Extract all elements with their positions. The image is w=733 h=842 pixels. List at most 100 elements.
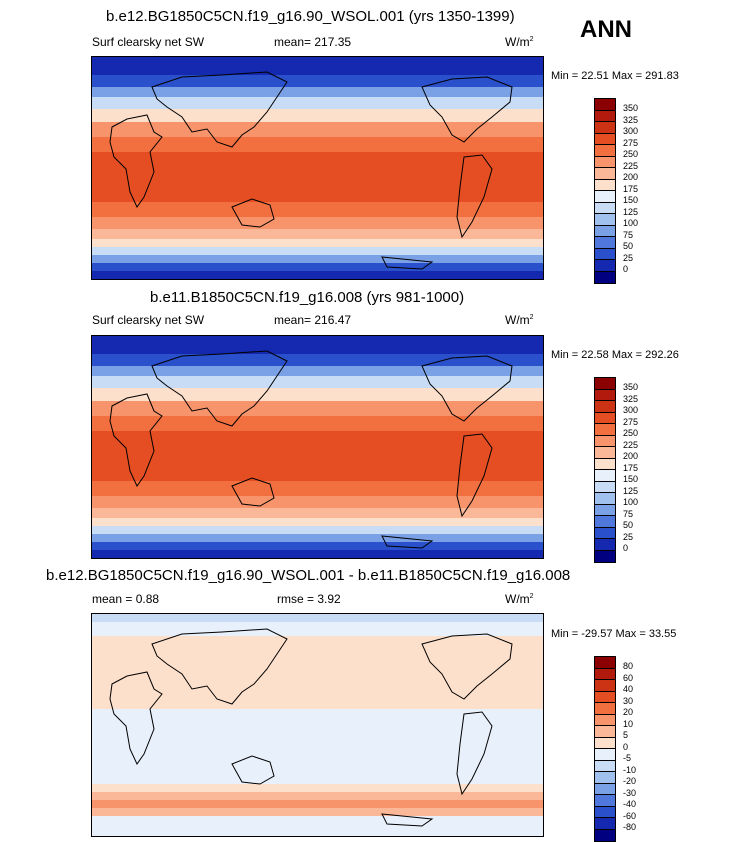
panel-1-mean-label: mean= 217.35 xyxy=(274,35,352,49)
colorbar-box xyxy=(595,214,615,226)
colorbar-box xyxy=(595,202,615,214)
panel-3-map xyxy=(91,613,544,837)
contour-band xyxy=(92,87,543,97)
colorbar-tick-label: 50 xyxy=(623,520,634,530)
contour-band xyxy=(92,508,543,518)
colorbar-tick-label: 50 xyxy=(623,241,634,251)
colorbar-tick-label: 350 xyxy=(623,382,639,392)
contour-band xyxy=(92,75,543,87)
contour-band xyxy=(92,808,543,816)
colorbar-tick-label: 0 xyxy=(623,741,629,752)
colorbar-box xyxy=(595,795,615,807)
colorbar-box xyxy=(595,818,615,830)
colorbar-tick-label: -20 xyxy=(623,776,637,786)
coastline xyxy=(109,671,163,765)
panel-1-variable-label: Surf clearsky net SW xyxy=(92,35,205,49)
colorbar-box xyxy=(595,225,615,237)
contour-band xyxy=(92,792,543,800)
contour-band xyxy=(92,271,543,279)
coastline xyxy=(456,433,493,518)
contour-band xyxy=(92,816,543,836)
colorbar-box xyxy=(595,401,615,413)
colorbar-box xyxy=(595,657,615,669)
contour-band xyxy=(92,401,543,416)
contour-band xyxy=(92,709,543,784)
colorbar-box xyxy=(595,156,615,168)
coastline xyxy=(381,535,434,549)
colorbar-tick-label: 25 xyxy=(623,252,634,263)
contour-band xyxy=(92,354,543,366)
colorbar-box xyxy=(595,389,615,401)
contour-band xyxy=(92,784,543,792)
colorbar-box xyxy=(595,470,615,482)
colorbar-box xyxy=(595,260,615,272)
coastline xyxy=(109,114,163,208)
coastline xyxy=(456,711,493,796)
colorbar-tick-label: 125 xyxy=(623,206,639,217)
contour-band xyxy=(92,336,543,354)
colorbar-tick-label: 0 xyxy=(623,264,629,274)
colorbar-box xyxy=(595,550,615,562)
colorbar-tick-label: 20 xyxy=(623,707,634,717)
contour-band xyxy=(92,388,543,401)
coastline xyxy=(151,350,288,427)
coastline xyxy=(151,628,288,705)
panel-3-mean-label: mean = 0.88 xyxy=(92,592,160,606)
colorbar-box xyxy=(595,783,615,795)
colorbar-box xyxy=(595,691,615,703)
colorbar-tick-label: 75 xyxy=(623,229,634,240)
colorbar-box xyxy=(595,179,615,191)
panel-1-colorbar xyxy=(594,98,616,284)
panel-1-units: W/m2 xyxy=(505,35,534,49)
colorbar-box xyxy=(595,504,615,516)
colorbar-box xyxy=(595,145,615,157)
colorbar-tick-label: 250 xyxy=(623,149,639,159)
colorbar-box xyxy=(595,668,615,680)
colorbar-tick-label: 275 xyxy=(623,416,639,427)
panel-3-units: W/m2 xyxy=(505,592,534,606)
colorbar-box xyxy=(595,806,615,818)
colorbar-tick-label: 350 xyxy=(623,103,639,113)
colorbar-tick-label: -40 xyxy=(623,799,637,809)
colorbar-tick-label: 250 xyxy=(623,428,639,438)
contour-band xyxy=(92,366,543,376)
colorbar-tick-label: 225 xyxy=(623,439,639,450)
panel-1-map xyxy=(91,56,544,280)
colorbar-box xyxy=(595,539,615,551)
colorbar-box xyxy=(595,703,615,715)
colorbar-box xyxy=(595,447,615,459)
colorbar-box xyxy=(595,133,615,145)
coastline xyxy=(231,755,275,785)
panel-2-units: W/m2 xyxy=(505,313,534,327)
colorbar-tick-label: 150 xyxy=(623,195,639,205)
colorbar-box xyxy=(595,458,615,470)
contour-band xyxy=(92,57,543,75)
colorbar-tick-label: -60 xyxy=(623,810,637,821)
panel-3-title: b.e12.BG1850C5CN.f19_g16.90_WSOL.001 - b… xyxy=(46,567,571,584)
contour-band xyxy=(92,518,543,526)
colorbar-tick-label: 200 xyxy=(623,451,639,461)
contour-band xyxy=(92,137,543,152)
contour-band xyxy=(92,202,543,217)
contour-band xyxy=(92,496,543,508)
coastline xyxy=(456,154,493,239)
colorbar-tick-label: 10 xyxy=(623,718,634,729)
colorbar-box xyxy=(595,829,615,841)
colorbar-tick-label: 125 xyxy=(623,485,639,496)
contour-band xyxy=(92,97,543,109)
colorbar-box xyxy=(595,680,615,692)
contour-band xyxy=(92,416,543,431)
contour-band xyxy=(92,239,543,247)
coastline xyxy=(231,198,275,228)
colorbar-box xyxy=(595,122,615,134)
colorbar-box xyxy=(595,760,615,772)
panel-3-minmax: Min = -29.57 Max = 33.55 xyxy=(551,628,677,640)
colorbar-box xyxy=(595,435,615,447)
colorbar-tick-label: 30 xyxy=(623,695,634,706)
contour-band xyxy=(92,636,543,709)
colorbar-box xyxy=(595,749,615,761)
colorbar-tick-label: -80 xyxy=(623,822,637,832)
colorbar-box xyxy=(595,110,615,122)
colorbar-tick-label: 100 xyxy=(623,218,639,228)
colorbar-box xyxy=(595,248,615,260)
